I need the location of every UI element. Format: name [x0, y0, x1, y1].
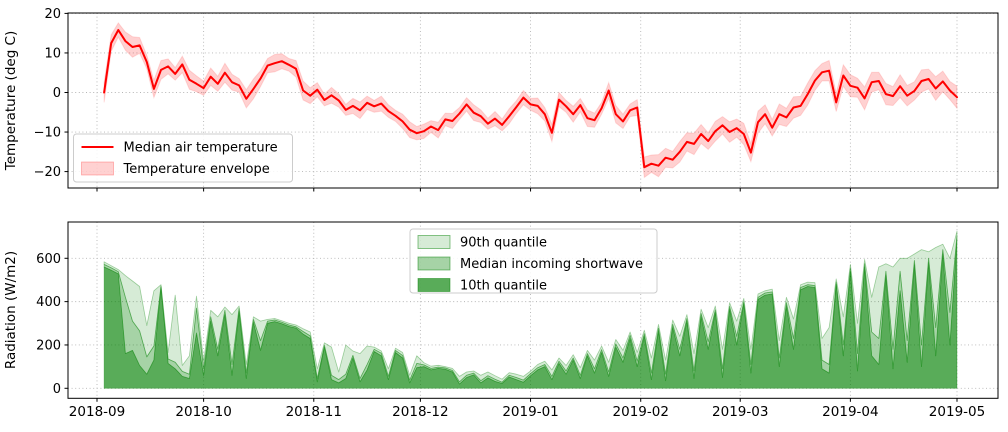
x-tick-label: 2019-03 [712, 404, 768, 420]
legend-patch-swatch [417, 256, 451, 271]
legend-item-label: 10th quantile [460, 279, 547, 294]
x-tick-label: 2019-04 [822, 404, 878, 420]
legend-patch-swatch [417, 278, 451, 292]
temperature-median-line [103, 29, 958, 169]
temperature-plot: 20 10 0 −10 −20 Temperature (deg C) Median air… [3, 7, 999, 192]
y-tick-label: 200 [36, 339, 61, 354]
legend-item: Median incoming shortwave [417, 256, 643, 272]
legend-item: Median air temperature [81, 141, 278, 156]
radiation-10th-quantile-band [103, 238, 958, 389]
tick-group: 0 200 400 600 2018-09 2018-10 2018-11 2018-12 20… [36, 252, 985, 420]
y-tick-label: 20 [44, 7, 61, 22]
legend-item: Temperature envelope [81, 161, 270, 177]
legend-patch-swatch [81, 161, 114, 176]
radiation-axis-title: Radiation (W/m2) [3, 251, 19, 369]
radiation-plot: 0 200 400 600 2018-09 2018-10 2018-11 2018-12 20… [3, 221, 999, 420]
legend-box [73, 133, 293, 183]
legend-item-label: Temperature envelope [123, 162, 270, 177]
axes-spines [67, 12, 999, 189]
tick-group: 20 10 0 −10 −20 [34, 7, 958, 192]
x-tick-label: 2019-05 [929, 404, 985, 420]
x-tick-label: 2018-10 [175, 404, 231, 420]
temperature-axis-title: Temperature (deg C) [3, 31, 19, 172]
radiation-90th-quantile-band [103, 230, 958, 383]
y-tick-label: 0 [53, 86, 61, 101]
y-tick-label: 400 [36, 295, 61, 310]
legend-item-label: Median incoming shortwave [460, 257, 643, 272]
axes-spines [67, 221, 999, 399]
temperature-legend: Median air temperature Temperature envelo… [73, 133, 293, 183]
radiation-legend: 90th quantile Median incoming shortwave 10… [409, 228, 658, 294]
y-tick-label: 600 [36, 252, 61, 267]
legend-patch-swatch [417, 235, 451, 249]
y-tick-label: 10 [44, 46, 61, 61]
x-tick-label: 2019-01 [502, 404, 558, 420]
y-tick-label: −20 [34, 165, 61, 180]
legend-box [409, 228, 658, 294]
legend-item: 10th quantile [417, 278, 547, 294]
legend-item: 90th quantile [417, 235, 547, 251]
y-tick-label: −10 [34, 126, 61, 141]
x-tick-label: 2019-02 [613, 404, 669, 420]
y-tick-label: 0 [53, 382, 61, 397]
x-tick-label: 2018-11 [286, 404, 342, 420]
temperature-envelope-area [103, 22, 958, 179]
legend-item-label: Median air temperature [124, 141, 278, 156]
x-tick-label: 2018-12 [392, 404, 448, 420]
legend-item-label: 90th quantile [460, 236, 547, 251]
x-tick-label: 2018-09 [69, 404, 125, 420]
